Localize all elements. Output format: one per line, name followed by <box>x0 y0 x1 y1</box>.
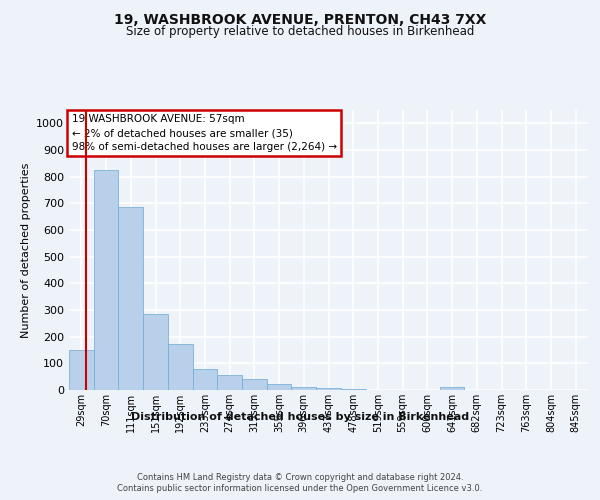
Bar <box>143 314 168 390</box>
Bar <box>217 376 242 390</box>
Bar <box>69 350 94 390</box>
Bar <box>440 388 464 390</box>
Text: Size of property relative to detached houses in Birkenhead: Size of property relative to detached ho… <box>126 25 474 38</box>
Bar <box>292 387 316 390</box>
Text: Distribution of detached houses by size in Birkenhead: Distribution of detached houses by size … <box>131 412 469 422</box>
Text: Contains public sector information licensed under the Open Government Licence v3: Contains public sector information licen… <box>118 484 482 493</box>
Text: Contains HM Land Registry data © Crown copyright and database right 2024.: Contains HM Land Registry data © Crown c… <box>137 472 463 482</box>
Bar <box>193 369 217 390</box>
Bar <box>94 170 118 390</box>
Bar <box>168 344 193 390</box>
Text: 19, WASHBROOK AVENUE, PRENTON, CH43 7XX: 19, WASHBROOK AVENUE, PRENTON, CH43 7XX <box>114 12 486 26</box>
Bar <box>267 384 292 390</box>
Bar <box>316 388 341 390</box>
Y-axis label: Number of detached properties: Number of detached properties <box>20 162 31 338</box>
Bar <box>118 208 143 390</box>
Text: 19 WASHBROOK AVENUE: 57sqm
← 2% of detached houses are smaller (35)
98% of semi-: 19 WASHBROOK AVENUE: 57sqm ← 2% of detac… <box>71 114 337 152</box>
Bar <box>242 379 267 390</box>
Bar <box>341 388 365 390</box>
